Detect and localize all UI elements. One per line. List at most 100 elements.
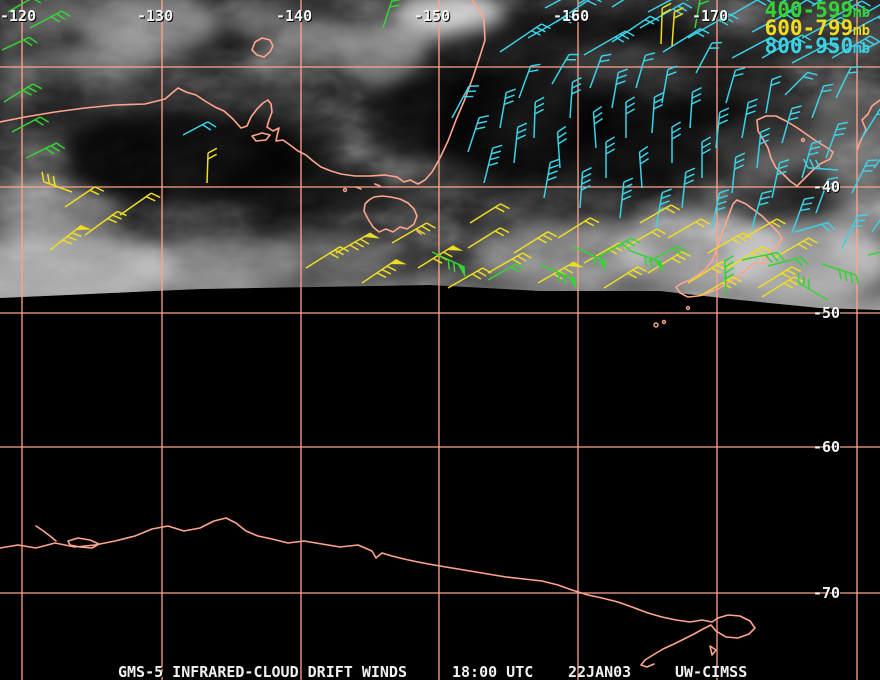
wind-barb — [811, 0, 824, 7]
wind-barb — [771, 158, 790, 199]
wind-barb — [544, 0, 562, 9]
longitude-label: -140 — [276, 7, 313, 25]
caption-bar: GMS-5 INFRARED-CLOUD DRIFT WINDS 18:00 UT… — [0, 663, 880, 680]
coastline-path — [251, 132, 271, 142]
wind-barb — [647, 0, 689, 13]
coastline-path — [355, 183, 422, 235]
wind-barb — [467, 114, 490, 153]
caption-segment: UW-CIMSS — [675, 663, 748, 680]
wind-barb — [756, 127, 771, 169]
coastline-path — [35, 525, 57, 542]
wind-barb — [499, 88, 516, 129]
wind-barb — [603, 266, 648, 289]
wind-barb — [3, 83, 43, 103]
wind-barb — [741, 98, 758, 139]
legend-range: 800-950 — [764, 34, 854, 58]
wind-barb — [49, 224, 92, 251]
wind-barb — [725, 67, 746, 104]
longitude-label: -170 — [692, 7, 729, 25]
wind-barb — [483, 144, 503, 184]
wind-barb — [791, 196, 815, 234]
wind-barb — [577, 0, 587, 5]
wind-barb — [599, 237, 641, 257]
wind-barb — [469, 203, 510, 224]
wind-barb — [699, 276, 742, 297]
wind-barb — [569, 77, 582, 119]
wind-barb — [841, 214, 868, 249]
wind-barb — [361, 258, 407, 284]
wind-barb — [1, 36, 38, 51]
wind-barb — [731, 152, 746, 194]
wind-barb — [821, 0, 871, 25]
wind-barb — [391, 222, 436, 244]
wind-barb — [725, 0, 772, 19]
longitude-label: -160 — [553, 7, 590, 25]
wind-barb — [589, 53, 612, 89]
wind-barb — [784, 71, 818, 96]
wind-barb — [794, 221, 836, 233]
wind-barb — [660, 2, 672, 45]
wind-barb — [797, 273, 829, 301]
cloud-blob — [80, 0, 220, 53]
wind-barb — [25, 142, 66, 159]
wind-barb — [863, 3, 880, 15]
wind-barb — [625, 96, 636, 138]
wind-barb — [821, 263, 860, 286]
island-dot — [342, 187, 348, 193]
legend-item-800-950: 800-950mb — [764, 34, 870, 58]
caption-segment: 18:00 UTC — [452, 663, 534, 680]
wind-barb — [851, 159, 878, 194]
cloud-blob — [222, 3, 298, 33]
wind-barb — [487, 252, 532, 274]
legend-unit: mb — [853, 5, 870, 21]
wind-barb — [557, 217, 600, 239]
wind-barb — [751, 190, 772, 229]
wind-barb — [803, 158, 839, 171]
wind-barb — [681, 167, 696, 209]
wind-barb — [781, 105, 802, 144]
wind-barb — [467, 227, 510, 249]
legend-range: 400-599 — [764, 0, 854, 22]
wind-barb — [767, 256, 809, 267]
wind-barb — [182, 121, 217, 136]
cloud-blob — [0, 184, 120, 236]
wind-barb — [305, 246, 350, 269]
wind-barb — [64, 186, 105, 208]
longitude-label: -130 — [137, 7, 174, 25]
wind-barb — [727, 246, 772, 269]
wind-barb — [715, 107, 730, 149]
wind-barbs — [1, 0, 880, 301]
coastline-path — [363, 195, 418, 233]
latitude-label: -40 — [813, 178, 841, 196]
cloud-blob — [280, 15, 360, 65]
legend-range: 600-799 — [764, 16, 854, 40]
wind-barb — [765, 75, 782, 114]
coastline-path — [0, 0, 486, 185]
wind-barb — [861, 108, 880, 139]
wind-barb — [335, 232, 381, 254]
wind-barb — [647, 245, 687, 263]
coastline-path — [251, 37, 274, 58]
wind-barb — [757, 266, 802, 289]
wind-barb — [571, 245, 607, 272]
wind-barb — [7, 0, 47, 13]
wind-barb — [845, 15, 880, 35]
latitude-label: -60 — [813, 438, 841, 456]
wind-barb — [513, 231, 558, 254]
wind-barb — [761, 34, 811, 59]
wind-barb — [518, 63, 541, 99]
wind-barb — [556, 125, 568, 169]
wind-barb — [711, 188, 730, 229]
wind-barb — [689, 87, 702, 129]
wind-barb — [537, 261, 584, 284]
wind-barb — [701, 136, 712, 178]
caption-segment: GMS-5 INFRARED-CLOUD DRIFT WINDS — [118, 663, 407, 680]
wind-barb — [667, 218, 710, 239]
wind-barb — [815, 176, 839, 214]
wind-barb — [611, 68, 628, 109]
wind-barb — [11, 116, 50, 133]
coastline-path — [709, 645, 717, 656]
wind-barb — [671, 7, 684, 47]
